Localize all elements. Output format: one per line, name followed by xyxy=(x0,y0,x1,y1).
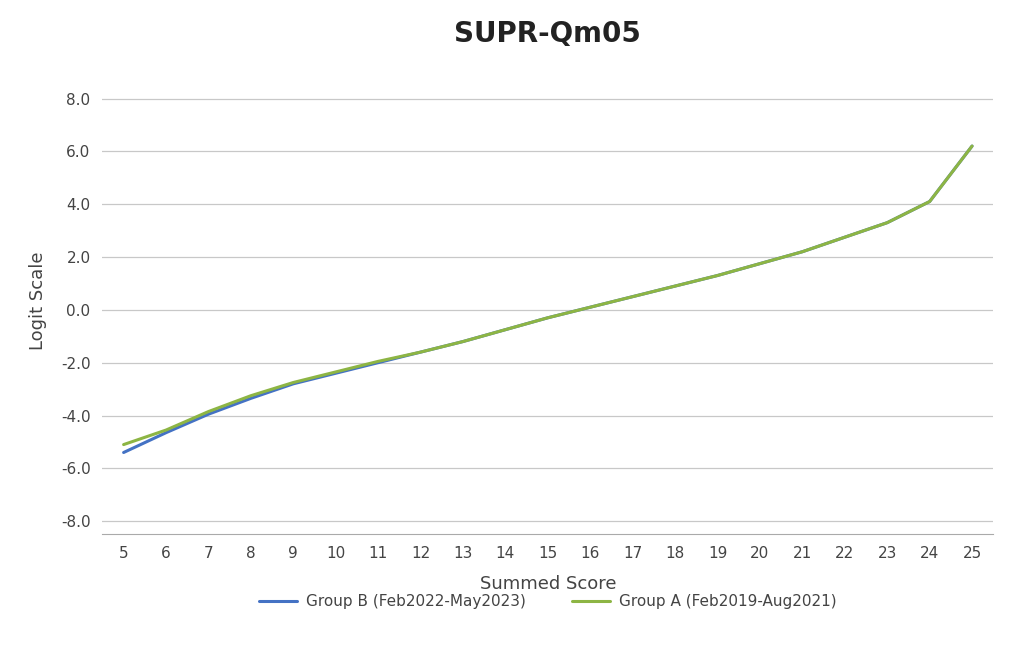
Group A (Feb2019-Aug2021) xyxy=(287,379,299,387)
Group B (Feb2022-May2023) xyxy=(584,303,596,311)
Group B (Feb2022-May2023) xyxy=(160,429,172,437)
Group A (Feb2019-Aug2021) xyxy=(966,142,978,150)
Group B (Feb2022-May2023) xyxy=(881,218,893,226)
Group B (Feb2022-May2023) xyxy=(924,198,936,206)
Group A (Feb2019-Aug2021) xyxy=(839,233,851,241)
Group A (Feb2019-Aug2021) xyxy=(500,326,512,334)
Group A (Feb2019-Aug2021) xyxy=(415,348,427,356)
Group A (Feb2019-Aug2021) xyxy=(372,357,384,365)
Group A (Feb2019-Aug2021) xyxy=(118,441,130,449)
Group B (Feb2022-May2023) xyxy=(203,410,215,418)
Group B (Feb2022-May2023) xyxy=(966,142,978,150)
Group B (Feb2022-May2023) xyxy=(754,260,766,268)
Group B (Feb2022-May2023) xyxy=(330,369,342,377)
Group B (Feb2022-May2023) xyxy=(245,394,257,402)
Group A (Feb2019-Aug2021) xyxy=(712,271,724,279)
Group A (Feb2019-Aug2021) xyxy=(203,407,215,415)
Group B (Feb2022-May2023) xyxy=(287,380,299,388)
Y-axis label: Logit Scale: Logit Scale xyxy=(29,251,47,350)
Group A (Feb2019-Aug2021) xyxy=(754,260,766,268)
Group A (Feb2019-Aug2021) xyxy=(924,198,936,206)
X-axis label: Summed Score: Summed Score xyxy=(479,575,616,593)
Group B (Feb2022-May2023) xyxy=(627,293,639,301)
Group B (Feb2022-May2023) xyxy=(542,314,554,322)
Group B (Feb2022-May2023) xyxy=(500,326,512,334)
Group A (Feb2019-Aug2021) xyxy=(457,337,469,345)
Group A (Feb2019-Aug2021) xyxy=(160,426,172,434)
Group A (Feb2019-Aug2021) xyxy=(797,248,809,256)
Group B (Feb2022-May2023) xyxy=(797,248,809,256)
Group B (Feb2022-May2023) xyxy=(372,359,384,367)
Title: SUPR-Qm05: SUPR-Qm05 xyxy=(455,20,641,48)
Legend: Group B (Feb2022-May2023), Group A (Feb2019-Aug2021): Group B (Feb2022-May2023), Group A (Feb2… xyxy=(253,589,843,616)
Line: Group B (Feb2022-May2023): Group B (Feb2022-May2023) xyxy=(124,146,972,452)
Group B (Feb2022-May2023) xyxy=(669,282,681,290)
Group B (Feb2022-May2023) xyxy=(118,448,130,456)
Group B (Feb2022-May2023) xyxy=(839,233,851,241)
Group A (Feb2019-Aug2021) xyxy=(245,391,257,399)
Group B (Feb2022-May2023) xyxy=(457,337,469,345)
Group A (Feb2019-Aug2021) xyxy=(542,314,554,322)
Group A (Feb2019-Aug2021) xyxy=(627,293,639,301)
Group A (Feb2019-Aug2021) xyxy=(669,282,681,290)
Group A (Feb2019-Aug2021) xyxy=(881,218,893,226)
Line: Group A (Feb2019-Aug2021): Group A (Feb2019-Aug2021) xyxy=(124,146,972,445)
Group A (Feb2019-Aug2021) xyxy=(584,303,596,311)
Group B (Feb2022-May2023) xyxy=(712,271,724,279)
Group B (Feb2022-May2023) xyxy=(415,348,427,356)
Group A (Feb2019-Aug2021) xyxy=(330,368,342,376)
